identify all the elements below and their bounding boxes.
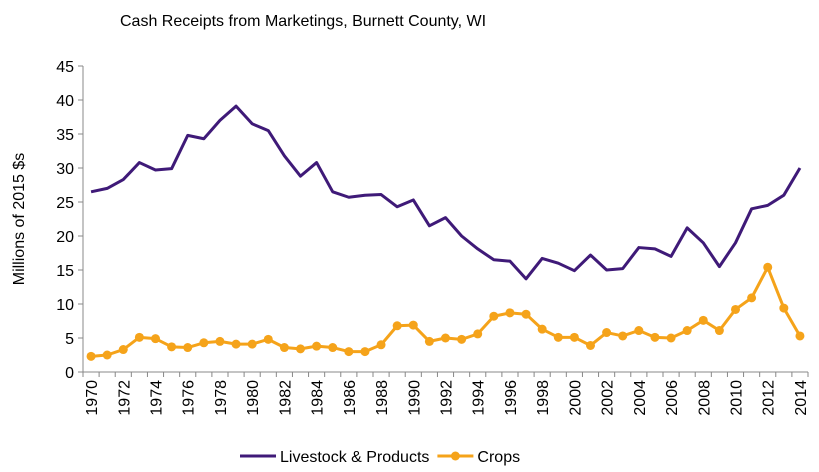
x-tick-label: 1976: [181, 380, 198, 416]
x-tick-label: 2010: [729, 380, 746, 416]
point-marker: [747, 293, 757, 303]
y-tick-label: 30: [56, 161, 74, 178]
x-tick-label: 2014: [793, 380, 810, 416]
x-tick-label: 1978: [213, 380, 230, 416]
y-tick-label: 10: [56, 297, 74, 314]
point-marker: [102, 350, 112, 360]
point-marker: [714, 326, 724, 336]
x-tick-label: 1996: [503, 380, 520, 416]
y-tick-label: 5: [65, 331, 74, 348]
x-tick-label: 1986: [342, 380, 359, 416]
x-tick-label: 2004: [632, 380, 649, 416]
x-tick-label: 2002: [600, 380, 617, 416]
point-marker: [457, 334, 467, 344]
point-marker: [618, 331, 628, 341]
point-marker: [392, 321, 402, 331]
point-marker: [634, 326, 644, 336]
point-marker: [586, 340, 595, 350]
point-marker: [199, 338, 209, 348]
point-marker: [473, 329, 483, 339]
x-tick-label: 1980: [245, 380, 262, 416]
x-tick-label: 2006: [664, 380, 681, 416]
x-tick-label: 1990: [406, 380, 423, 416]
point-marker: [86, 351, 96, 361]
legend-label: Livestock & Products: [280, 449, 429, 466]
point-marker: [376, 340, 386, 350]
x-tick-label: 2008: [696, 380, 713, 416]
point-marker: [731, 304, 740, 314]
series-line: [90, 104, 802, 281]
x-tick-label: 1994: [471, 380, 488, 416]
y-tick-label: 45: [56, 59, 74, 76]
y-tick-label: 0: [65, 365, 74, 382]
point-marker: [553, 332, 563, 342]
x-tick-label: 1998: [535, 380, 552, 416]
point-marker: [521, 309, 531, 319]
x-tick-label: 2012: [761, 380, 778, 416]
point-marker: [118, 345, 128, 355]
point-marker: [344, 347, 354, 357]
point-marker: [779, 303, 789, 313]
x-tick-label: 1988: [374, 380, 391, 416]
point-marker: [537, 324, 547, 334]
x-tick-label: 1992: [439, 380, 456, 416]
chart-title: Cash Receipts from Marketings, Burnett C…: [120, 13, 486, 30]
point-marker: [408, 320, 418, 330]
point-marker: [489, 311, 499, 321]
y-tick-label: 20: [56, 229, 74, 246]
y-axis-label: Millions of 2015 $s: [11, 153, 28, 286]
point-marker: [134, 332, 144, 342]
point-marker: [296, 344, 305, 354]
point-marker: [183, 343, 193, 353]
y-tick-label: 40: [56, 93, 74, 110]
point-marker: [328, 343, 338, 353]
point-marker: [698, 315, 708, 325]
y-tick-label: 35: [56, 127, 74, 144]
point-marker: [763, 262, 773, 272]
x-tick-label: 1972: [116, 380, 133, 416]
x-tick-label: 1982: [277, 380, 294, 416]
x-tick-label: 2000: [567, 380, 584, 416]
x-tick-label: 1984: [310, 380, 327, 416]
point-marker: [569, 332, 579, 342]
point-marker: [682, 326, 692, 336]
point-marker: [215, 336, 225, 346]
y-tick-label: 15: [56, 263, 74, 280]
point-marker: [167, 342, 177, 352]
point-marker: [279, 343, 289, 353]
point-marker: [312, 341, 322, 351]
point-marker: [795, 331, 805, 341]
point-marker: [360, 347, 370, 357]
point-marker: [263, 334, 273, 344]
point-marker: [231, 339, 241, 349]
series-line: [90, 265, 802, 358]
point-marker: [666, 333, 676, 343]
point-marker: [247, 339, 257, 349]
x-tick-label: 1974: [149, 380, 166, 416]
point-marker: [505, 308, 515, 318]
point-marker: [650, 332, 660, 342]
point-marker: [424, 336, 434, 346]
legend-marker: [450, 451, 460, 461]
point-marker: [151, 334, 160, 344]
x-tick-label: 1970: [84, 380, 101, 416]
y-tick-label: 25: [56, 195, 74, 212]
point-marker: [441, 333, 450, 343]
point-marker: [602, 328, 612, 338]
legend-label: Crops: [477, 449, 520, 466]
